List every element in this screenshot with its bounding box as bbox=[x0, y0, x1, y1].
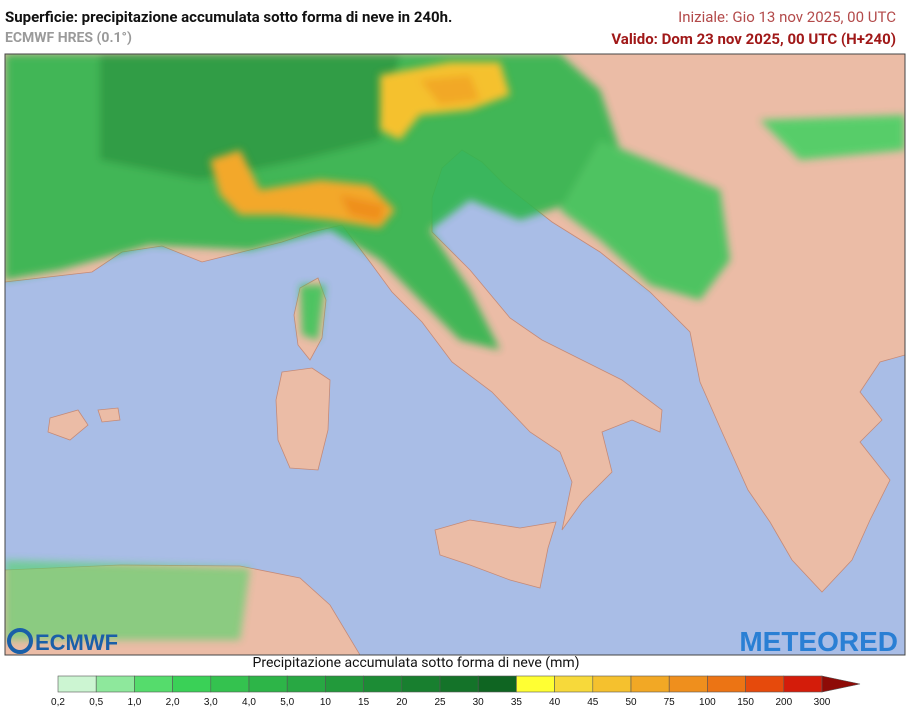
legend-swatch bbox=[95, 675, 135, 693]
legend-swatch bbox=[57, 675, 97, 693]
legend-label: 15 bbox=[358, 697, 370, 708]
legend-swatch bbox=[401, 675, 441, 693]
legend-label: 1,0 bbox=[127, 697, 141, 708]
subtitle: ECMWF HRES (0.1°) bbox=[5, 30, 132, 46]
legend-swatch bbox=[516, 675, 555, 693]
legend-swatch bbox=[248, 675, 288, 693]
legend-label: 2,0 bbox=[166, 697, 180, 708]
legend-label: 300 bbox=[814, 697, 831, 708]
legend-arrow bbox=[821, 675, 861, 693]
legend-swatch bbox=[172, 675, 212, 693]
legend-label: 0,5 bbox=[89, 697, 103, 708]
valid-time: Valido: Dom 23 nov 2025, 00 UTC (H+240) bbox=[611, 30, 896, 48]
legend-label: 20 bbox=[396, 697, 408, 708]
legend-swatch bbox=[783, 675, 823, 693]
legend-swatch bbox=[210, 675, 250, 693]
legend-label: 75 bbox=[664, 697, 676, 708]
legend-label: 50 bbox=[625, 697, 637, 708]
legend-swatch bbox=[707, 675, 746, 693]
legend-label: 25 bbox=[434, 697, 446, 708]
legend-swatch bbox=[554, 675, 594, 693]
init-time: Iniziale: Gio 13 nov 2025, 00 UTC bbox=[678, 8, 896, 26]
legend-label: 45 bbox=[587, 697, 599, 708]
legend-swatch bbox=[286, 675, 326, 693]
legend-swatch bbox=[134, 675, 173, 693]
legend-swatch bbox=[668, 675, 708, 693]
legend-label: 35 bbox=[511, 697, 523, 708]
logo-right: METEORED bbox=[739, 626, 898, 657]
logo-left: ECMWF bbox=[35, 630, 118, 655]
legend-label: 10 bbox=[320, 697, 332, 708]
legend-swatch bbox=[592, 675, 632, 693]
legend-label: 150 bbox=[737, 697, 754, 708]
legend-swatch bbox=[630, 675, 670, 693]
legend: 0,2 0,5 1,0 2,0 3,0 4,0 5,0 10 15 20 25 30 35 40 45 50 7… bbox=[51, 675, 861, 708]
title: Superficie: precipitazione accumulata so… bbox=[5, 8, 453, 26]
legend-swatch bbox=[439, 675, 479, 693]
legend-swatch bbox=[325, 675, 364, 693]
legend-label: 4,0 bbox=[242, 697, 256, 708]
legend-label: 200 bbox=[775, 697, 792, 708]
legend-label: 5,0 bbox=[280, 697, 294, 708]
legend-label: 3,0 bbox=[204, 697, 218, 708]
legend-swatch bbox=[745, 675, 785, 693]
legend-title: Precipitazione accumulata sotto forma di… bbox=[252, 655, 580, 671]
legend-label: 0,2 bbox=[51, 697, 65, 708]
legend-label: 30 bbox=[473, 697, 485, 708]
legend-label: 40 bbox=[549, 697, 561, 708]
legend-swatch bbox=[363, 675, 403, 693]
legend-swatch bbox=[477, 675, 517, 693]
legend-label: 100 bbox=[699, 697, 716, 708]
ecmwf-logo: ECMWF bbox=[7, 628, 118, 655]
